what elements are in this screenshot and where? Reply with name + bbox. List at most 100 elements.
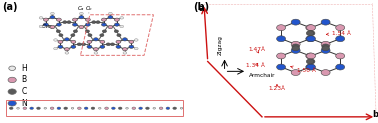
Circle shape [57,107,61,109]
Circle shape [108,16,113,19]
Circle shape [85,23,90,26]
Circle shape [306,59,314,64]
Circle shape [9,107,13,109]
Circle shape [122,48,127,51]
Circle shape [85,30,90,33]
Circle shape [306,25,315,31]
Text: Armchair: Armchair [249,73,276,78]
Circle shape [321,70,330,76]
Circle shape [115,23,119,26]
Circle shape [114,30,118,33]
Circle shape [65,48,69,51]
Circle shape [63,21,67,23]
Circle shape [56,30,60,33]
Text: a: a [198,4,204,13]
Circle shape [277,36,285,42]
Circle shape [85,18,90,21]
Circle shape [93,38,98,41]
Circle shape [87,45,92,48]
Circle shape [50,107,54,109]
Circle shape [291,47,300,53]
Text: $C_1$: $C_1$ [41,22,49,31]
Circle shape [110,43,115,46]
Circle shape [146,107,149,109]
Circle shape [108,12,112,15]
Circle shape [173,107,177,109]
Circle shape [39,25,43,28]
Circle shape [73,23,77,26]
Circle shape [77,107,81,109]
Circle shape [50,25,55,29]
Text: B: B [22,75,26,85]
Circle shape [277,53,285,59]
Circle shape [166,107,170,109]
Circle shape [94,52,98,54]
Circle shape [8,77,16,83]
Text: $C_a$: $C_a$ [77,4,85,13]
Circle shape [322,44,329,49]
Circle shape [50,16,55,19]
Circle shape [123,52,127,54]
Circle shape [96,21,100,23]
Circle shape [277,25,285,31]
Circle shape [44,107,46,109]
Circle shape [112,107,115,109]
Text: C: C [22,87,27,96]
Circle shape [65,38,69,41]
Circle shape [30,107,34,109]
Circle shape [23,107,27,109]
Text: 1.47Å: 1.47Å [248,47,265,53]
Circle shape [102,30,107,33]
Circle shape [100,45,105,48]
Circle shape [56,18,61,21]
Circle shape [101,23,106,26]
Circle shape [306,36,315,42]
Circle shape [306,64,315,70]
Circle shape [81,43,85,46]
Circle shape [159,107,163,109]
Circle shape [116,40,121,43]
Circle shape [87,40,92,43]
Circle shape [71,34,75,37]
Circle shape [71,45,76,48]
Circle shape [307,59,315,64]
Circle shape [100,40,105,43]
Circle shape [98,107,101,109]
Text: 1.34 Å: 1.34 Å [246,63,265,68]
Circle shape [93,48,98,51]
Circle shape [120,17,124,19]
Circle shape [291,19,300,25]
Circle shape [58,40,63,43]
Text: N: N [22,99,27,108]
Circle shape [39,17,43,19]
Circle shape [58,45,63,48]
Circle shape [79,25,84,29]
Circle shape [67,21,71,23]
Circle shape [307,25,316,31]
Circle shape [100,34,104,37]
Circle shape [17,107,19,109]
Circle shape [9,66,15,70]
Text: 1.50 Å: 1.50 Å [291,66,316,73]
Circle shape [120,25,124,28]
Circle shape [37,107,40,109]
Circle shape [153,107,156,109]
Circle shape [307,31,315,36]
Circle shape [54,47,57,50]
Circle shape [84,107,88,109]
Circle shape [73,18,77,21]
Circle shape [64,107,68,109]
Circle shape [322,46,329,51]
Circle shape [101,18,106,21]
Circle shape [106,43,110,46]
Circle shape [277,64,285,70]
Text: 1.23Å: 1.23Å [268,84,285,91]
Circle shape [108,25,113,29]
Circle shape [307,53,316,59]
Circle shape [71,107,74,109]
Circle shape [129,40,134,43]
Circle shape [336,64,345,70]
Circle shape [73,30,77,33]
Circle shape [134,39,138,41]
Circle shape [180,107,183,109]
